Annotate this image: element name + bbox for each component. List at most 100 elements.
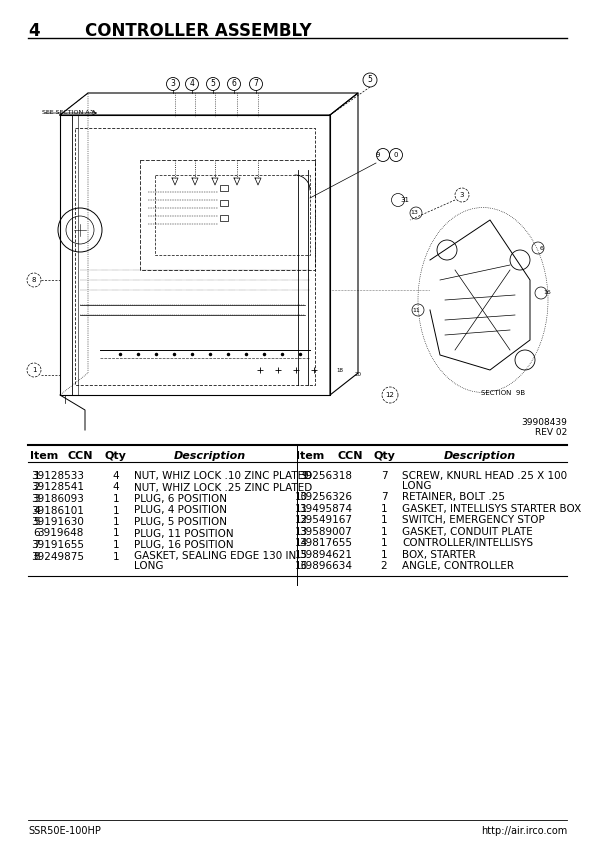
Text: GASKET, INTELLISYS STARTER BOX: GASKET, INTELLISYS STARTER BOX [402, 504, 581, 514]
Text: PLUG, 5 POSITION: PLUG, 5 POSITION [134, 517, 227, 527]
Text: 1: 1 [381, 504, 387, 514]
Text: 1: 1 [112, 494, 120, 504]
Text: NUT, WHIZ LOCK .25 ZINC PLATED: NUT, WHIZ LOCK .25 ZINC PLATED [134, 482, 312, 493]
Text: RETAINER, BOLT .25: RETAINER, BOLT .25 [402, 493, 505, 503]
Text: 1: 1 [381, 515, 387, 525]
Text: 39589007: 39589007 [299, 527, 352, 537]
Text: 1: 1 [381, 527, 387, 537]
Text: PLUG, 6 POSITION: PLUG, 6 POSITION [134, 494, 227, 504]
Text: NUT, WHIZ LOCK .10 ZINC PLATED: NUT, WHIZ LOCK .10 ZINC PLATED [134, 471, 312, 481]
Text: 16: 16 [295, 562, 308, 571]
Text: 39191655: 39191655 [31, 540, 84, 550]
Text: CCN: CCN [67, 451, 93, 461]
Bar [220, 200, 228, 206]
Text: 1: 1 [112, 505, 120, 515]
Text: 15: 15 [295, 550, 308, 560]
Text: 1: 1 [112, 552, 120, 562]
Text: 3: 3 [460, 192, 464, 198]
Text: 9: 9 [375, 152, 380, 158]
Text: 31: 31 [400, 197, 409, 203]
Text: PLUG, 4 POSITION: PLUG, 4 POSITION [134, 505, 227, 515]
Text: 39191630: 39191630 [31, 517, 84, 527]
Text: Qty: Qty [373, 451, 395, 461]
Text: 39128541: 39128541 [31, 482, 84, 493]
Text: 1: 1 [381, 538, 387, 548]
Text: 4: 4 [190, 79, 195, 88]
Text: 11: 11 [295, 504, 308, 514]
Text: 14: 14 [295, 538, 308, 548]
Text: 12: 12 [386, 392, 394, 398]
Text: 2: 2 [381, 562, 387, 571]
Text: 7: 7 [253, 79, 258, 88]
Text: Description: Description [174, 451, 246, 461]
Text: BOX, STARTER: BOX, STARTER [402, 550, 476, 560]
Text: 8: 8 [32, 277, 36, 283]
Text: 39128533: 39128533 [31, 471, 84, 481]
Text: 39908439: 39908439 [521, 418, 567, 427]
Text: 5: 5 [368, 76, 372, 84]
Text: LONG: LONG [134, 562, 164, 571]
Text: 4: 4 [112, 471, 120, 481]
Text: 2: 2 [33, 482, 40, 493]
Bar [220, 185, 228, 191]
Text: SEE SECTION A-A: SEE SECTION A-A [42, 110, 96, 115]
Text: 39896634: 39896634 [299, 562, 352, 571]
Text: REV 02: REV 02 [535, 428, 567, 437]
Text: 6: 6 [540, 246, 544, 251]
Text: 1: 1 [112, 540, 120, 550]
Text: 6: 6 [33, 529, 40, 539]
Text: 39817655: 39817655 [299, 538, 352, 548]
Text: 7: 7 [33, 540, 40, 550]
Text: 20: 20 [355, 372, 362, 377]
Text: Description: Description [444, 451, 516, 461]
Text: 39256318: 39256318 [299, 471, 352, 481]
Text: SCREW, KNURL HEAD .25 X 100: SCREW, KNURL HEAD .25 X 100 [402, 471, 567, 481]
Text: 6: 6 [231, 79, 236, 88]
Text: 39256326: 39256326 [299, 493, 352, 503]
Text: SWITCH, EMERGENCY STOP: SWITCH, EMERGENCY STOP [402, 515, 545, 525]
Text: Item: Item [30, 451, 58, 461]
Text: ANGLE, CONTROLLER: ANGLE, CONTROLLER [402, 562, 514, 571]
Text: 39549167: 39549167 [299, 515, 352, 525]
Text: 39186101: 39186101 [31, 505, 84, 515]
Text: 4: 4 [28, 22, 40, 40]
Text: 9: 9 [302, 471, 308, 481]
Text: 39186093: 39186093 [31, 494, 84, 504]
Text: 11: 11 [412, 307, 420, 312]
Text: http://air.irco.com: http://air.irco.com [481, 826, 567, 836]
Text: 3919648: 3919648 [37, 529, 84, 539]
Text: 39894621: 39894621 [299, 550, 352, 560]
Text: 12: 12 [295, 515, 308, 525]
Text: PLUG, 11 POSITION: PLUG, 11 POSITION [134, 529, 234, 539]
Text: CONTROLLER ASSEMBLY: CONTROLLER ASSEMBLY [85, 22, 312, 40]
Text: 1: 1 [32, 367, 36, 373]
Text: 1: 1 [112, 529, 120, 539]
Text: SECTION  9B: SECTION 9B [481, 390, 525, 396]
Text: PLUG, 16 POSITION: PLUG, 16 POSITION [134, 540, 234, 550]
Text: 3: 3 [33, 494, 40, 504]
Text: 13: 13 [295, 527, 308, 537]
Text: 1: 1 [381, 550, 387, 560]
Text: 0: 0 [394, 152, 398, 158]
Text: Item: Item [296, 451, 324, 461]
Text: 3: 3 [171, 79, 176, 88]
Bar [220, 215, 228, 221]
Text: CONTROLLER/INTELLISYS: CONTROLLER/INTELLISYS [402, 538, 533, 548]
Text: 10: 10 [295, 493, 308, 503]
Text: Qty: Qty [104, 451, 126, 461]
Text: LONG: LONG [402, 481, 431, 491]
Text: 39249875: 39249875 [31, 552, 84, 562]
Text: 13: 13 [410, 210, 418, 216]
Text: 8: 8 [33, 552, 40, 562]
Text: CCN: CCN [337, 451, 363, 461]
Text: 18: 18 [337, 367, 343, 372]
Text: 1: 1 [112, 517, 120, 527]
Text: 4: 4 [112, 482, 120, 493]
Text: 39495874: 39495874 [299, 504, 352, 514]
Text: 7: 7 [381, 493, 387, 503]
Text: 16: 16 [543, 290, 551, 296]
Text: 4: 4 [33, 505, 40, 515]
Text: GASKET, SEALING EDGE 130 IN.: GASKET, SEALING EDGE 130 IN. [134, 552, 300, 562]
Text: 5: 5 [33, 517, 40, 527]
Text: 7: 7 [381, 471, 387, 481]
